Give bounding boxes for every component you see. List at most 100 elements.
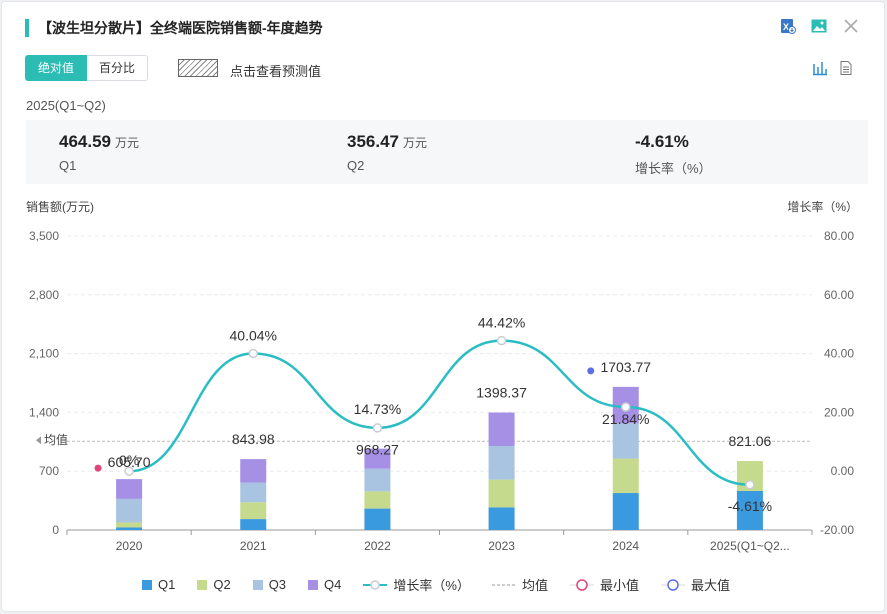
image-export-icon[interactable]	[810, 17, 828, 35]
legend-item-q4[interactable]: Q4	[308, 577, 341, 592]
max-marker	[587, 367, 595, 375]
growth-label: 14.73%	[354, 401, 401, 417]
bar-chart-icon[interactable]	[812, 60, 828, 81]
bar-segment-q2	[116, 522, 143, 528]
bar-segment-q1	[612, 493, 639, 530]
legend-label: 增长率（%）	[393, 578, 470, 593]
x-tick-label: 2024	[612, 539, 639, 553]
legend-item-q2[interactable]: Q2	[197, 577, 231, 592]
growth-point	[621, 402, 631, 412]
growth-label: 0%	[119, 452, 139, 468]
x-tick-label: 2020	[116, 539, 143, 553]
forecast-hatch-swatch[interactable]	[178, 59, 218, 77]
legend-item-average[interactable]: 均值	[491, 575, 548, 594]
table-view-icon[interactable]	[838, 60, 854, 81]
growth-label: 44.42%	[478, 315, 525, 331]
y-tick-right: 80.00	[824, 229, 854, 243]
close-icon[interactable]	[842, 17, 860, 35]
value-mode-toggle: 绝对值 百分比	[25, 55, 149, 81]
percent-tab[interactable]: 百分比	[87, 55, 149, 81]
y-axis-right-label: 增长率（%）	[787, 200, 858, 214]
chart-legend: Q1 Q2 Q3 Q4 增长率（%） 均值 最小值 最大值	[142, 575, 730, 594]
growth-point	[124, 466, 134, 476]
legend-label: Q3	[268, 577, 287, 592]
legend-label: Q2	[213, 577, 231, 592]
bar-segment-q2	[612, 458, 639, 494]
growth-label: -4.61%	[728, 498, 772, 514]
bar-segment-q3	[116, 498, 143, 523]
kpi-value: -4.61%	[635, 132, 689, 151]
bar-segment-q4	[116, 479, 143, 499]
total-label: 605.70	[108, 454, 151, 470]
total-label: 821.06	[729, 433, 772, 449]
svg-text:X: X	[783, 22, 789, 32]
legend-label: Q1	[158, 577, 176, 592]
y-tick-right: 20.00	[824, 405, 854, 419]
bar-segment-q1	[736, 490, 763, 530]
legend-label: Q4	[324, 577, 342, 592]
y-tick-left: 0	[52, 523, 59, 537]
kpi-unit: 万元	[115, 136, 140, 150]
bar-segment-q3	[488, 446, 515, 480]
forecast-toggle-label[interactable]: 点击查看预测值	[230, 64, 322, 79]
bar-segment-q1	[364, 508, 391, 530]
kpi-unit: 万元	[403, 136, 428, 150]
y-tick-right: 40.00	[824, 347, 854, 361]
y-tick-right: 60.00	[824, 288, 854, 302]
bar-segment-q1	[116, 527, 143, 530]
total-label: 968.27	[356, 442, 399, 458]
legend-item-q3[interactable]: Q3	[252, 577, 287, 592]
legend-item-growth[interactable]: 增长率（%）	[363, 575, 470, 594]
absolute-value-tab[interactable]: 绝对值	[25, 55, 88, 81]
header-actions: X	[778, 17, 860, 35]
total-label: 1398.37	[476, 385, 527, 401]
chart-title: 【波生坦分散片】全终端医院销售额-年度趋势	[38, 20, 323, 36]
y-tick-left: 2,800	[29, 288, 59, 302]
bar-segment-q4	[240, 459, 267, 483]
growth-label: 21.84%	[602, 411, 649, 427]
x-tick-label: 2021	[240, 539, 267, 553]
bar-segment-q4	[488, 412, 515, 446]
growth-point	[745, 480, 755, 490]
legend-label: 最大值	[690, 578, 730, 593]
summary-panel: 464.59 万元 Q1 356.47 万元 Q2 -4.61% 增长率（%）	[26, 120, 868, 184]
bar-segment-q3	[240, 482, 267, 503]
legend-label: 最小值	[599, 578, 639, 593]
legend-item-q1[interactable]: Q1	[142, 577, 175, 592]
y-tick-left: 1,400	[29, 405, 59, 419]
view-switcher	[812, 60, 854, 81]
bar-segment-q1	[240, 519, 267, 530]
excel-export-icon[interactable]: X	[778, 17, 796, 35]
growth-point	[496, 335, 507, 346]
growth-point	[372, 423, 383, 433]
total-label: 843.98	[232, 431, 275, 447]
bar-segment-q2	[488, 479, 515, 508]
title-accent-bar	[25, 19, 29, 37]
kpi-growth: -4.61% 增长率（%）	[635, 132, 712, 177]
average-label: 均值	[44, 432, 68, 447]
y-tick-right: -20.00	[820, 523, 854, 537]
bar-segment-q2	[240, 502, 267, 520]
legend-item-max[interactable]: 最大值	[660, 575, 730, 594]
kpi-label: Q2	[347, 158, 365, 173]
min-marker	[94, 464, 102, 472]
x-tick-label: 2022	[364, 539, 391, 553]
x-tick-label: 2023	[488, 539, 515, 553]
kpi-value: 356.47	[347, 132, 399, 151]
x-tick-label: 2025(Q1~Q2...	[710, 539, 790, 553]
average-marker-icon	[36, 436, 41, 445]
bar-segment-q1	[488, 507, 515, 530]
y-tick-left: 2,100	[29, 347, 59, 361]
bar-segment-q3	[612, 423, 639, 459]
legend-item-min[interactable]: 最小值	[569, 575, 639, 594]
period-label: 2025(Q1~Q2)	[26, 98, 106, 113]
bar-segment-q2	[364, 491, 391, 509]
kpi-label: 增长率（%）	[635, 161, 712, 176]
kpi-q2: 356.47 万元 Q2	[347, 132, 427, 173]
y-tick-left: 700	[39, 464, 59, 478]
y-axis-left-label: 销售额(万元)	[26, 200, 94, 214]
legend-label: 均值	[521, 578, 548, 593]
y-tick-left: 3,500	[29, 229, 59, 243]
kpi-label: Q1	[59, 158, 77, 173]
